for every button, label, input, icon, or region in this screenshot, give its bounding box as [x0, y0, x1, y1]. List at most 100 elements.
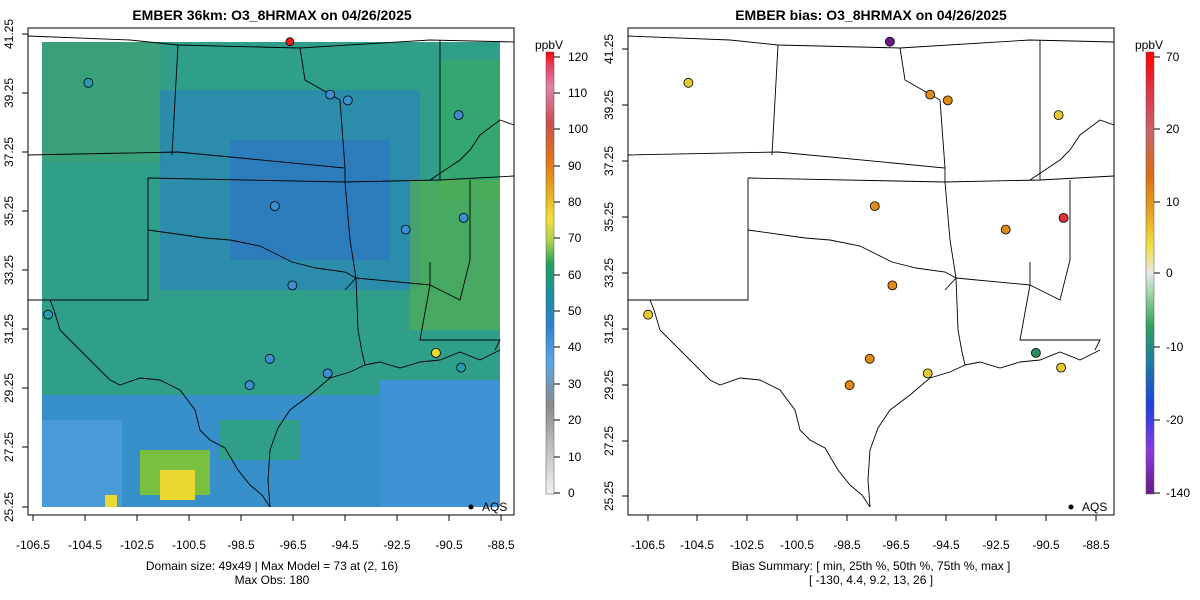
bias-marker [922, 368, 933, 379]
cb-tick: 40 [568, 340, 582, 354]
bias-marker [1000, 224, 1011, 235]
cb-tick: 60 [568, 268, 582, 282]
obs-marker [285, 37, 295, 47]
x-tick-label: -98.5 [227, 538, 255, 552]
y-tick-label: 39.25 [2, 78, 16, 108]
x-tick-label: -102.5 [120, 538, 154, 552]
bias-marker [887, 280, 898, 291]
y-tick-label: 25.25 [602, 481, 616, 511]
left-obs-markers [43, 37, 469, 391]
cb-tick: 70 [568, 231, 582, 245]
bias-marker [683, 77, 694, 88]
right-title: EMBER bias: O3_8HRMAX on 04/26/2025 [735, 7, 1007, 23]
obs-marker [269, 201, 280, 212]
cb-tick: -20 [1166, 413, 1184, 427]
right-state-boundaries [628, 35, 1114, 508]
bias-marker [942, 95, 953, 106]
cb-tick: 80 [568, 195, 582, 209]
y-tick-label: 27.25 [2, 432, 16, 462]
x-tick-label: -100.5 [172, 538, 206, 552]
right-map-frame [627, 27, 1115, 516]
bias-marker [864, 353, 875, 364]
y-tick-label: 35.25 [602, 202, 616, 232]
obs-marker [430, 347, 441, 358]
cb-tick: 20 [1166, 122, 1180, 136]
left-colorbar [545, 51, 555, 495]
x-tick-label: -96.5 [279, 538, 307, 552]
x-tick-label: -92.5 [982, 538, 1010, 552]
right-y-axis [622, 28, 629, 515]
x-tick-label: -98.5 [833, 538, 861, 552]
y-tick-label: 31.25 [602, 314, 616, 344]
obs-marker [458, 212, 469, 223]
left-x-axis [28, 514, 514, 521]
y-tick-label: 29.25 [602, 370, 616, 400]
obs-marker [244, 380, 255, 391]
right-bias-markers [643, 36, 1069, 391]
y-tick-label: 39.25 [602, 90, 616, 120]
bias-marker [925, 89, 936, 100]
x-tick-label: -94.5 [932, 538, 960, 552]
y-tick-label: 37.25 [602, 146, 616, 176]
left-model-field [42, 42, 500, 507]
bias-marker [1056, 362, 1066, 373]
right-legend-label: AQS [1082, 500, 1107, 514]
obs-marker [322, 368, 333, 379]
cb-tick: 0 [568, 486, 575, 500]
obs-marker [400, 224, 411, 235]
x-tick-label: -96.5 [882, 538, 910, 552]
left-footer-line2: Max Obs: 180 [235, 573, 310, 587]
left-x-tick-labels: -106.5 -104.5 -102.5 -100.5 -98.5 -96.5 … [16, 538, 515, 552]
bias-marker [869, 201, 880, 212]
cb-tick: 30 [568, 377, 582, 391]
x-tick-label: -104.5 [68, 538, 102, 552]
y-tick-label: 25.25 [2, 492, 16, 522]
x-tick-label: -104.5 [680, 538, 714, 552]
left-footer-line1: Domain size: 49x49 | Max Model = 73 at (… [146, 559, 398, 573]
x-tick-label: -100.5 [780, 538, 814, 552]
cb-tick: 0 [1166, 266, 1173, 280]
right-map-panel: EMBER bias: O3_8HRMAX on 04/26/2025 [602, 7, 1190, 587]
left-legend-label: AQS [482, 500, 507, 514]
aqs-legend-dot [468, 504, 474, 510]
cb-tick: 120 [568, 50, 588, 64]
obs-marker [342, 95, 353, 106]
y-tick-label: 31.25 [2, 314, 16, 344]
x-tick-label: -88.5 [1082, 538, 1110, 552]
bias-marker [643, 309, 653, 320]
obs-marker [325, 89, 336, 100]
bias-marker [1058, 212, 1069, 223]
bias-marker [844, 380, 855, 391]
right-x-axis [628, 514, 1114, 521]
left-colorbar-units: ppbV [535, 38, 563, 52]
y-tick-label: 33.25 [2, 255, 16, 285]
cb-tick: -10 [1166, 340, 1184, 354]
cb-tick: 20 [568, 413, 582, 427]
cb-tick: 90 [568, 159, 582, 173]
obs-marker [453, 110, 464, 120]
left-title: EMBER 36km: O3_8HRMAX on 04/26/2025 [132, 7, 412, 23]
x-tick-label: -90.5 [1032, 538, 1060, 552]
cb-tick: -140 [1166, 486, 1190, 500]
x-tick-label: -106.5 [16, 538, 50, 552]
right-x-tick-labels: -106.5 -104.5 -102.5 -100.5 -98.5 -96.5 … [631, 538, 1110, 552]
aqs-legend-dot [1068, 504, 1074, 510]
y-tick-label: 37.25 [2, 137, 16, 167]
obs-marker [43, 309, 53, 320]
left-map-panel: EMBER 36km: O3_8HRMAX on 04/26/2025 [2, 7, 588, 587]
x-tick-label: -106.5 [631, 538, 665, 552]
cb-tick: 10 [568, 450, 582, 464]
x-tick-label: -92.5 [383, 538, 411, 552]
right-footer-line2: [ -130, 4.4, 9.2, 13, 26 ] [809, 573, 933, 587]
left-colorbar-ticks: 0 10 20 30 40 50 60 70 80 90 100 110 120 [554, 50, 588, 500]
cb-tick: 100 [568, 122, 588, 136]
y-tick-label: 33.25 [602, 258, 616, 288]
right-colorbar-ticks: -140 -20 -10 0 10 20 70 [1154, 50, 1190, 500]
x-tick-label: -88.5 [487, 538, 515, 552]
left-y-axis [22, 28, 29, 515]
bias-marker [1031, 347, 1041, 358]
x-tick-label: -94.5 [331, 538, 359, 552]
right-colorbar [1145, 51, 1155, 495]
y-tick-label: 41.25 [2, 19, 16, 49]
